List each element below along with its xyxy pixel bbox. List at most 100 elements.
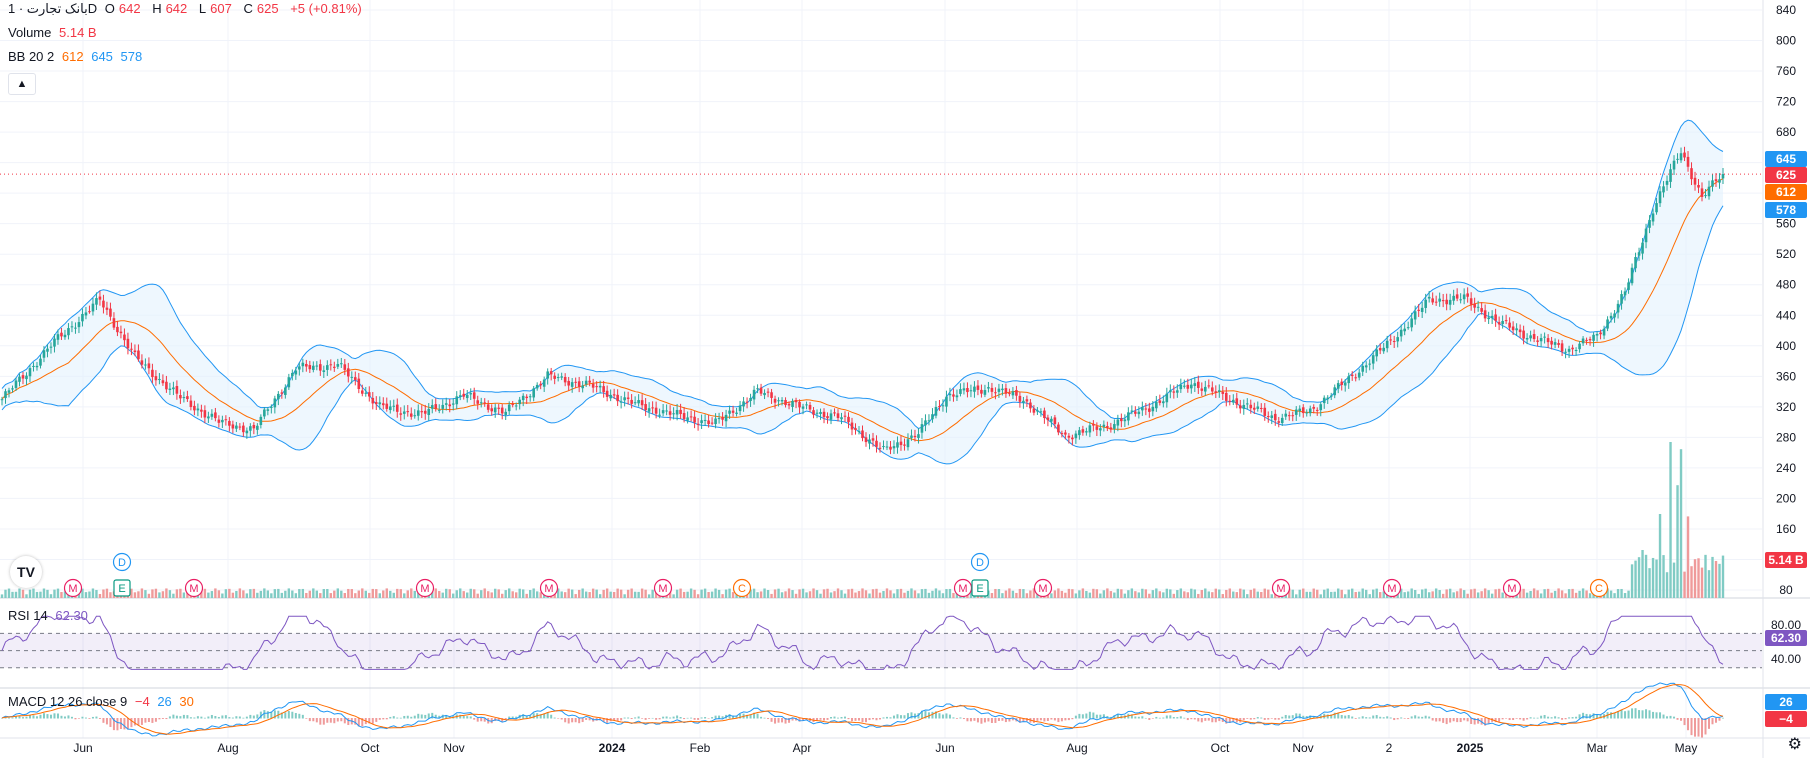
candle-body — [360, 390, 364, 394]
candle-body — [861, 430, 864, 439]
candle-body — [1462, 294, 1466, 300]
volume-bar — [1330, 591, 1333, 598]
candle-body — [259, 416, 263, 425]
macd-hist-bar — [81, 716, 84, 719]
volume-bar — [1704, 554, 1707, 598]
macd-hist-bar — [375, 718, 378, 722]
candle-body — [581, 385, 584, 389]
macd-hist-bar — [182, 714, 185, 719]
volume-bar — [581, 588, 584, 598]
candle-body — [1721, 174, 1725, 179]
candle-body — [1130, 410, 1134, 412]
event-label: M — [1038, 583, 1047, 595]
candle-body — [451, 403, 455, 405]
symbol-title[interactable]: بانک تجارت · 1D — [8, 1, 98, 16]
macd-hist-bar — [1596, 714, 1599, 719]
volume-legend[interactable]: Volume 5.14 B — [8, 25, 101, 40]
macd-hist-bar — [1697, 718, 1700, 737]
gear-icon[interactable]: ⚙ — [1787, 736, 1802, 753]
macd-hist-bar — [1256, 717, 1259, 719]
volume-bar — [319, 593, 322, 598]
candle-body — [214, 412, 217, 419]
macd-hist-bar — [1046, 718, 1049, 721]
tradingview-logo-icon[interactable]: TV — [10, 556, 42, 588]
candle-body — [808, 404, 812, 410]
candle-body — [441, 404, 445, 409]
volume-bar — [892, 593, 896, 598]
candle-body — [896, 442, 899, 448]
macd-hist-bar — [501, 718, 504, 722]
macd-hist-bar — [1176, 717, 1179, 719]
macd-hist-bar — [308, 718, 311, 722]
volume-bar — [1616, 589, 1620, 598]
candle-body — [273, 398, 277, 408]
volume-bar — [756, 592, 759, 598]
volume-bar — [539, 592, 542, 598]
candle-body — [196, 408, 200, 411]
volume-bar — [1067, 588, 1071, 598]
macd-hist-bar — [1169, 715, 1172, 719]
candle-body — [458, 395, 462, 397]
macd-hist-bar — [1673, 716, 1676, 719]
macd-hist-bar — [1305, 716, 1308, 719]
macd-hist-bar — [480, 718, 483, 722]
volume-tag: 5.14 B — [1768, 553, 1804, 567]
time-tick-label: Feb — [690, 741, 711, 755]
price-axis[interactable]: 8408007607206806406005605204804404003603… — [1762, 0, 1807, 758]
volume-bar — [717, 589, 721, 598]
volume-bar — [1658, 514, 1662, 598]
macd-hist-bar — [49, 714, 52, 719]
price-tag-lower-bg — [1765, 202, 1807, 218]
candles[interactable] — [0, 146, 1762, 455]
macd-hist-bar — [1106, 715, 1109, 719]
candle-body — [1347, 376, 1351, 384]
event-markers[interactable]: MDE M M M M C MDE M M M M C — [63, 552, 1609, 598]
candle-body — [420, 411, 424, 413]
volume-bar — [861, 588, 864, 598]
volume-bar — [1420, 589, 1424, 598]
candle-body — [1448, 299, 1452, 305]
rsi-pane[interactable] — [0, 615, 1762, 671]
volume-bar — [1536, 590, 1539, 598]
macd-hist-bar — [466, 716, 469, 719]
rsi-legend[interactable]: RSI 14 62.30 — [8, 608, 92, 623]
macd-hist-bar — [679, 717, 682, 719]
candle-body — [1553, 342, 1557, 345]
volume-bar — [1606, 588, 1609, 598]
candle-body — [1015, 390, 1018, 396]
candle-body — [1214, 391, 1218, 393]
macd-legend[interactable]: MACD 12 26 close 9 −4 26 30 — [8, 694, 198, 709]
candle-body — [1361, 365, 1365, 372]
candle-body — [39, 358, 42, 366]
volume-bar — [696, 594, 700, 598]
volume-bar — [1053, 590, 1057, 598]
volume-bar — [1193, 589, 1197, 598]
volume-bar — [1714, 561, 1718, 598]
candle-body — [1127, 412, 1130, 421]
macd-hist-bar — [791, 718, 794, 721]
time-axis[interactable]: Jun Aug Oct Nov 2024 Feb Apr Jun Aug Oct Nov 2 2025 M… — [0, 737, 1810, 755]
macd-hist-bar — [1435, 718, 1438, 722]
macd-signal-line — [1, 684, 1724, 735]
macd-line — [1, 682, 1724, 737]
candle-body — [1574, 350, 1578, 352]
candle-body — [1165, 393, 1169, 403]
candle-body — [1641, 242, 1644, 254]
macd-hist-bar — [987, 718, 990, 722]
candle-body — [892, 446, 896, 449]
macd-hist-bar — [175, 715, 178, 719]
candle-body — [612, 394, 616, 396]
macd-pane[interactable] — [1, 682, 1724, 738]
candle-body — [1287, 415, 1291, 417]
macd-hist-bar — [1620, 709, 1623, 719]
bb-legend[interactable]: BB 20 2 612 645 578 — [8, 49, 146, 64]
event-label: E — [118, 583, 125, 595]
volume-bar — [1497, 588, 1501, 598]
macd-hist-bar — [1638, 710, 1641, 719]
candle-body — [374, 402, 378, 404]
candle-body — [1207, 385, 1211, 387]
candle-body — [1301, 407, 1305, 414]
collapse-legend-button[interactable]: ▲ — [8, 73, 36, 95]
volume-bar — [452, 593, 455, 598]
